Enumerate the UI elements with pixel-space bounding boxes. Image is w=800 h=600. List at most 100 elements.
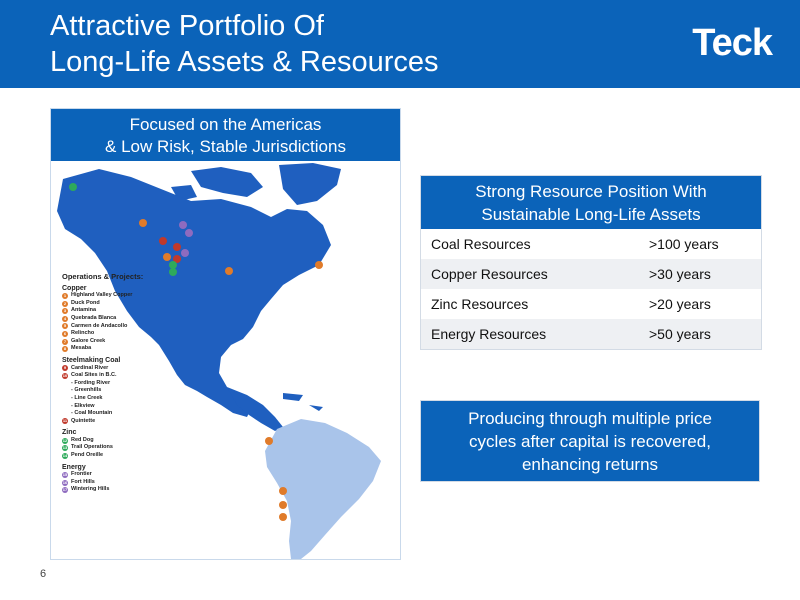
marker-3	[265, 437, 273, 445]
resources-heading-line-1: Strong Resource Position With	[475, 182, 707, 201]
legend-label: Mesaba	[71, 345, 92, 352]
legend-item: 11 Quintette	[62, 418, 182, 426]
legend-label: Pend Oreille	[71, 452, 104, 459]
legend-subitem: - Elkview	[71, 402, 95, 409]
legend-subitem: - Line Creek	[71, 394, 103, 401]
legend-copper-title: Copper	[62, 284, 87, 292]
legend-number: 9	[62, 365, 68, 372]
marker-11	[159, 237, 167, 245]
resource-label: Energy Resources	[431, 326, 547, 342]
legend-number: 2	[62, 300, 68, 307]
legend-item: 4 Quebrada Blanca	[62, 315, 182, 323]
north-america-shape	[57, 169, 331, 417]
legend-coal-title: Steelmaking Coal	[62, 356, 121, 364]
legend-number: 8	[62, 346, 68, 353]
legend-number: 14	[62, 452, 68, 459]
legend-label: Antamina	[71, 307, 97, 314]
resource-value: >20 years	[649, 296, 711, 312]
legend-item: 16 Fort Hills	[62, 479, 182, 487]
resource-row-energy: Energy Resources >50 years	[421, 319, 761, 349]
marker-13	[169, 261, 177, 269]
legend-label: Highland Valley Copper	[71, 292, 133, 299]
slide-header: Attractive Portfolio Of Long-Life Assets…	[0, 0, 800, 88]
title-line-1: Attractive Portfolio Of	[50, 10, 324, 42]
legend-number: 15	[62, 472, 68, 479]
marker-15	[179, 221, 187, 229]
marker-4	[279, 487, 287, 495]
map-heading-line-1: Focused on the Americas	[129, 115, 322, 134]
legend-item: 15 Frontier	[62, 471, 182, 479]
legend-number: 16	[62, 479, 68, 486]
marker-1	[163, 253, 171, 261]
legend-subitem: - Coal Mountain	[71, 410, 113, 417]
producing-line-1: Producing through multiple price	[468, 409, 712, 428]
legend-item: 9 Cardinal River	[62, 365, 182, 373]
legend-item: 13 Trail Operations	[62, 444, 182, 452]
legend-item: 2 Duck Pond	[62, 300, 182, 308]
legend-item: 12 Red Dog	[62, 437, 182, 445]
resources-table: Strong Resource Position With Sustainabl…	[420, 175, 762, 350]
legend-item: 7 Galore Creek	[62, 338, 182, 346]
resource-value: >100 years	[649, 236, 719, 252]
map-heading: Focused on the Americas & Low Risk, Stab…	[51, 109, 400, 161]
resource-row-zinc: Zinc Resources >20 years	[421, 289, 761, 319]
resource-row-copper: Copper Resources >30 years	[421, 259, 761, 289]
legend-subitem: - Greenhills	[71, 387, 102, 394]
legend-label: Wintering Hills	[71, 486, 110, 493]
legend-label: Galore Creek	[71, 337, 106, 344]
resources-heading-line-2: Sustainable Long-Life Assets	[481, 205, 701, 224]
resource-value: >30 years	[649, 266, 711, 282]
south-america-shape	[265, 419, 381, 559]
resource-row-coal: Coal Resources >100 years	[421, 229, 761, 259]
producing-line-3: enhancing returns	[521, 455, 659, 474]
map-panel: Focused on the Americas & Low Risk, Stab…	[50, 108, 401, 560]
legend-label: Cardinal River	[71, 364, 109, 371]
legend-title: Operations & Projects:	[62, 272, 144, 281]
legend-subitem: - Fording River	[71, 379, 111, 386]
resource-value: >50 years	[649, 326, 711, 342]
legend-number: 7	[62, 338, 68, 345]
marker-17	[181, 249, 189, 257]
resource-label: Coal Resources	[431, 236, 531, 252]
legend-item: 14 Pend Oreille	[62, 452, 182, 460]
resource-label: Copper Resources	[431, 266, 548, 282]
marker-7	[139, 219, 147, 227]
map-heading-line-2: & Low Risk, Stable Jurisdictions	[105, 137, 346, 156]
producing-callout: Producing through multiple price cycles …	[420, 400, 760, 482]
resource-label: Zinc Resources	[431, 296, 529, 312]
legend-label: Trail Operations	[71, 444, 113, 451]
legend-label: Relincho	[71, 330, 95, 337]
legend-label: Frontier	[71, 471, 92, 478]
legend-number: 11	[62, 418, 68, 425]
legend-number: 4	[62, 315, 68, 322]
legend-number: 5	[62, 323, 68, 330]
marker-5	[279, 501, 287, 509]
arctic-islands-shape	[191, 167, 263, 197]
marker-14	[169, 268, 177, 276]
legend-label: Fort Hills	[71, 478, 95, 485]
teck-logo: Teck	[692, 22, 773, 64]
legend-item: 3 Antamina	[62, 307, 182, 315]
map-markers	[69, 183, 323, 521]
americas-map	[57, 163, 381, 559]
legend-number: 10	[62, 372, 68, 379]
legend-number: 3	[62, 308, 68, 315]
legend-label: Duck Pond	[71, 299, 100, 306]
legend-label: Quintette	[71, 417, 96, 424]
legend-item: 5 Carmen de Andacollo	[62, 323, 182, 331]
legend-label: Red Dog	[71, 436, 94, 443]
resources-heading: Strong Resource Position With Sustainabl…	[421, 176, 761, 229]
marker-16	[185, 229, 193, 237]
legend-item: 10 Coal Sites in B.C.	[62, 372, 182, 380]
slide-title: Attractive Portfolio Of Long-Life Assets…	[50, 8, 438, 80]
legend-label: Coal Sites in B.C.	[71, 372, 117, 379]
legend-number: 1	[62, 292, 68, 299]
page-number: 6	[40, 568, 47, 580]
legend-number: 17	[62, 487, 68, 494]
central-america-shape	[227, 387, 283, 431]
marker-9	[173, 243, 181, 251]
producing-line-2: cycles after capital is recovered,	[469, 432, 711, 451]
legend-item: 8 Mesaba	[62, 345, 182, 353]
marker-6	[279, 513, 287, 521]
marker-8	[225, 267, 233, 275]
